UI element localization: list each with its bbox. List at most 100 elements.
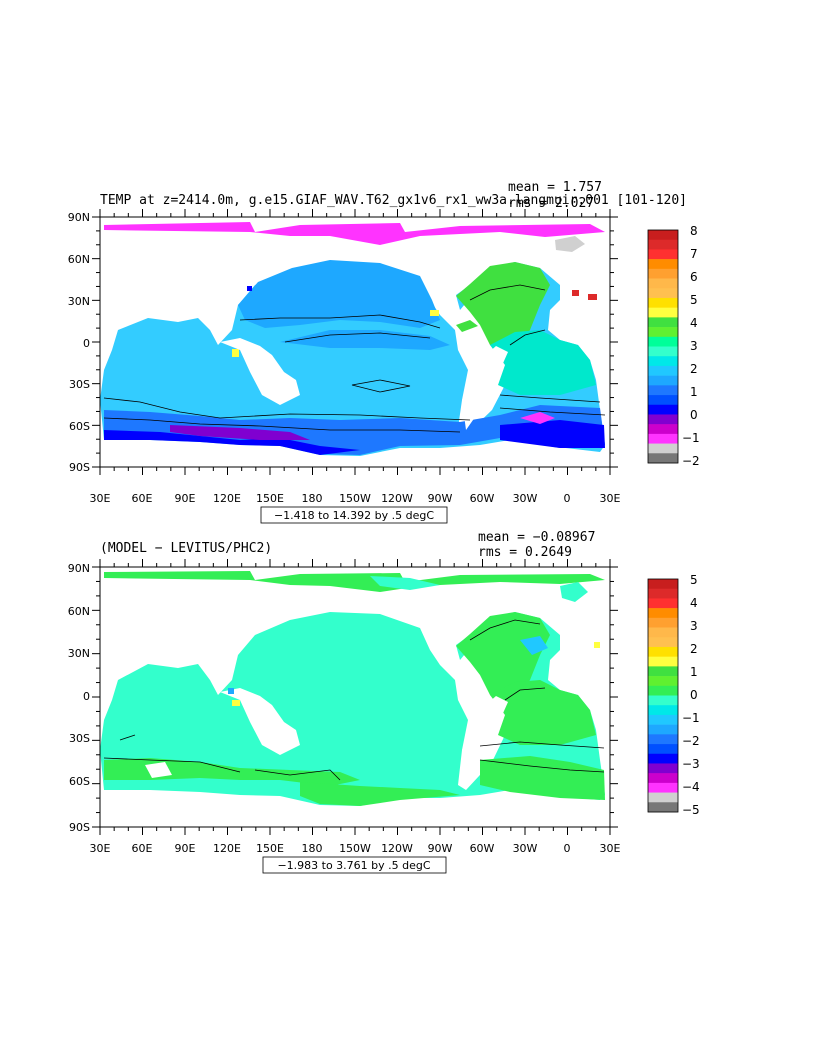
bottom-south-atlantic (490, 680, 596, 745)
bottom-lat-label: 0 (83, 690, 90, 703)
colorbar-segment (648, 404, 678, 415)
top-patch-red-2 (588, 294, 597, 300)
top-lon-label: 30E (90, 492, 111, 505)
colorbar-segment (648, 617, 678, 628)
bottom-range-label: −1.983 to 3.761 by .5 degC (277, 859, 430, 872)
top-weddell-blue (500, 420, 605, 448)
bottom-axis-ticks (92, 559, 618, 835)
top-colorbar-label: 5 (690, 293, 698, 307)
top-land-south-america (462, 346, 508, 430)
colorbar-segment (648, 646, 678, 657)
bottom-arctic-cyan-patch (560, 582, 588, 602)
bottom-patch-yellow (232, 700, 240, 706)
bottom-ocean-cyan (100, 612, 605, 806)
top-patch-green (456, 320, 478, 332)
bottom-contours (103, 619, 605, 781)
bottom-patch-blue (228, 688, 234, 694)
colorbar-segment (648, 385, 678, 396)
colorbar-segment (648, 414, 678, 425)
panel-bottom: (MODEL − LEVITUS/PHC2) mean = −0.08967 r… (68, 530, 700, 874)
colorbar-segment (648, 773, 678, 784)
colorbar-segment (648, 356, 678, 367)
colorbar-segment (648, 724, 678, 735)
top-lon-label: 90W (428, 492, 453, 505)
bottom-land-australasia (220, 688, 300, 755)
top-lon-label: 120E (213, 492, 241, 505)
top-lon-label: 150W (339, 492, 371, 505)
bottom-colorbar-label: −1 (682, 711, 700, 725)
top-range-label: −1.418 to 14.392 by .5 degC (274, 509, 434, 522)
top-land-australasia (220, 338, 300, 405)
bottom-lon-label: 30W (513, 842, 538, 855)
bottom-arctic-cyan (370, 576, 440, 590)
bottom-rms: rms = 0.2649 (478, 545, 572, 560)
bottom-lon-label: 90W (428, 842, 453, 855)
bottom-colorbar-label: −4 (682, 780, 700, 794)
top-patch-red-1 (572, 290, 579, 296)
top-colorbar-label: −1 (682, 431, 700, 445)
top-arctic-region (104, 222, 605, 245)
top-colorbar-label: 2 (690, 362, 698, 376)
top-lat-label: 90S (69, 461, 90, 474)
colorbar-segment (648, 307, 678, 318)
top-lat-label: 30N (68, 295, 90, 308)
top-colorbar-label: 8 (690, 224, 698, 238)
colorbar-frame (647, 578, 679, 813)
bottom-colorbar (647, 578, 679, 813)
bottom-mean: mean = −0.08967 (478, 530, 595, 545)
top-rms: rms = 2.027 (508, 196, 594, 211)
bottom-land-south-america (462, 696, 508, 780)
bottom-lon-label: 30E (600, 842, 621, 855)
colorbar-segment (648, 259, 678, 270)
top-weddell-magenta (520, 412, 555, 424)
top-lat-label: 60S (69, 420, 90, 433)
colorbar-segment (648, 588, 678, 599)
top-arctic-grey-patch (555, 236, 585, 252)
bottom-lon-labels: 30E 60E 90E 120E 150E 180 150W 120W 90W … (90, 842, 621, 855)
top-lon-label: 0 (564, 492, 571, 505)
top-colorbar-label: 4 (690, 316, 698, 330)
top-patch-blue (247, 286, 252, 291)
colorbar-segment (648, 433, 678, 444)
colorbar-segment (648, 705, 678, 716)
top-lon-label: 90E (175, 492, 196, 505)
bottom-lon-label: 90E (175, 842, 196, 855)
bottom-southern-green-atlantic (480, 756, 605, 800)
bottom-colorbar-labels: 5 4 3 2 1 0 −1 −2 −3 −4 −5 (682, 573, 700, 817)
top-mean: mean = 1.757 (508, 180, 602, 195)
bottom-colorbar-label: 3 (690, 619, 698, 633)
colorbar-segment (648, 637, 678, 648)
top-antarctic-deep-blue (104, 430, 360, 455)
top-colorbar-labels: 8 7 6 5 4 3 2 1 0 −1 −2 (682, 224, 700, 468)
top-map (92, 209, 618, 475)
colorbar-segment (648, 695, 678, 706)
bottom-lat-label: 30N (68, 647, 90, 660)
bottom-lon-label: 150W (339, 842, 371, 855)
colorbar-segment (648, 336, 678, 347)
colorbar-segment (648, 656, 678, 667)
colorbar-segment (648, 239, 678, 250)
top-lat-labels: 90N 60N 30N 0 30S 60S 90S (68, 211, 90, 474)
bottom-lat-labels: 90N 60N 30N 0 30S 60S 90S (68, 562, 90, 834)
top-north-pacific (238, 260, 440, 328)
top-lat-label: 0 (83, 337, 90, 350)
bottom-title: (MODEL − LEVITUS/PHC2) (100, 541, 272, 556)
bottom-range-box (262, 856, 447, 874)
colorbar-segment (648, 278, 678, 289)
bottom-colorbar-label: 5 (690, 573, 698, 587)
bottom-lon-label: 150E (256, 842, 284, 855)
colorbar-segment (648, 685, 678, 696)
top-patch-yellow-1 (232, 349, 239, 357)
colorbar-segment (648, 375, 678, 386)
bottom-lon-label: 60W (470, 842, 495, 855)
top-patch-yellow-2 (430, 310, 439, 316)
top-colorbar-label: −2 (682, 454, 700, 468)
colorbar-segment (648, 346, 678, 357)
colorbar-segment (648, 734, 678, 745)
colorbar-segment (648, 230, 678, 241)
bottom-arctic-region (104, 571, 605, 592)
colorbar-segment (648, 753, 678, 764)
colorbar-segment (648, 666, 678, 677)
bottom-north-atlantic (456, 612, 550, 710)
